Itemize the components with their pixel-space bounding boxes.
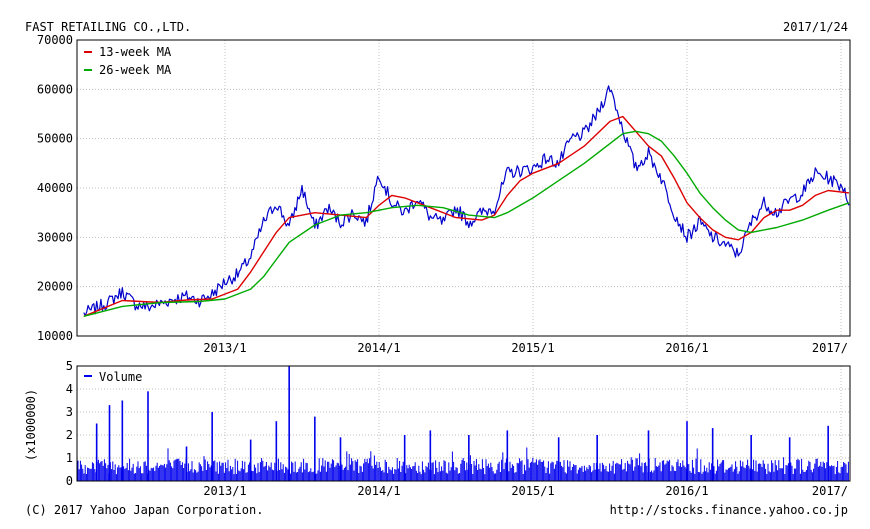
- volume-bars: [77, 366, 849, 481]
- volume-x-axis: 2013/1 2014/1 2015/1 2016/1 2017/: [203, 484, 848, 498]
- volume-y-tick-label: 3: [66, 405, 73, 419]
- price-x-axis: 2013/1 2014/1 2015/1 2016/1 2017/: [203, 341, 848, 355]
- price-x-tick-label: 2016/1: [665, 341, 708, 355]
- price-y-tick-label: 10000: [37, 329, 73, 343]
- price-x-tick-label: 2015/1: [511, 341, 554, 355]
- ma26-line: [83, 130, 850, 317]
- volume-panel: 5 4 3 2 1 0 2013/1 2014/1 2015/1 2016/1 2017/ Vol…: [24, 359, 851, 498]
- volume-x-tick-label: 2016/1: [665, 484, 708, 498]
- price-x-tick-label: 2014/1: [357, 341, 400, 355]
- price-x-tick-label: 2013/1: [203, 341, 246, 355]
- source-url: http://stocks.finance.yahoo.co.jp: [610, 503, 848, 517]
- price-y-tick-label: 40000: [37, 181, 73, 195]
- volume-x-tick-label: 2017/: [812, 484, 848, 498]
- volume-x-tick-label: 2014/1: [357, 484, 400, 498]
- legend-ma26-label: 26-week MA: [99, 63, 172, 77]
- volume-unit-label: (x1000000): [24, 389, 38, 461]
- price-panel: 70000 60000 50000 40000 30000 20000 10000 2013…: [37, 33, 851, 355]
- volume-y-tick-label: 4: [66, 382, 73, 396]
- price-series: [83, 85, 850, 317]
- volume-y-axis: 5 4 3 2 1 0: [66, 359, 73, 488]
- volume-bars-baseline: [77, 447, 849, 481]
- price-y-tick-label: 60000: [37, 82, 73, 96]
- volume-y-tick-label: 1: [66, 451, 73, 465]
- volume-x-tick-label: 2013/1: [203, 484, 246, 498]
- price-grid: [77, 40, 850, 336]
- ma13-line: [83, 115, 850, 317]
- copyright-text: (C) 2017 Yahoo Japan Corporation.: [25, 503, 263, 517]
- company-name: FAST RETAILING CO.,LTD.: [25, 20, 191, 34]
- price-x-tick-label: 2017/: [812, 341, 848, 355]
- price-y-axis: 70000 60000 50000 40000 30000 20000 10000: [37, 33, 73, 343]
- volume-x-tick-label: 2015/1: [511, 484, 554, 498]
- volume-y-tick-label: 0: [66, 474, 73, 488]
- price-y-tick-label: 30000: [37, 230, 73, 244]
- price-panel-frame: [76, 39, 851, 337]
- legend-ma13-label: 13-week MA: [99, 45, 172, 59]
- price-y-tick-label: 70000: [37, 33, 73, 47]
- price-line: [83, 85, 850, 317]
- volume-y-tick-label: 2: [66, 428, 73, 442]
- chart-date: 2017/1/24: [783, 20, 848, 34]
- volume-panel-frame: [76, 365, 851, 482]
- price-y-tick-label: 50000: [37, 132, 73, 146]
- price-legend: 13-week MA 26-week MA: [84, 45, 172, 77]
- legend-volume-label: Volume: [99, 370, 142, 384]
- volume-y-tick-label: 5: [66, 359, 73, 373]
- price-y-tick-label: 20000: [37, 280, 73, 294]
